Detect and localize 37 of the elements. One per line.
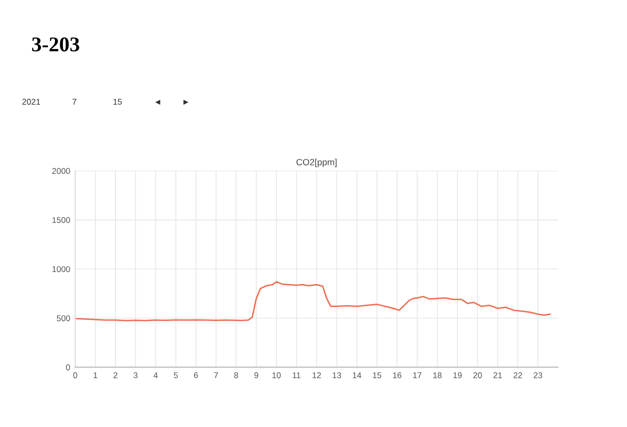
x-tick-label: 5 <box>174 372 178 378</box>
chart-subtitle: CO2[ppm] <box>296 158 337 168</box>
x-tick-label: 18 <box>433 372 442 378</box>
x-tick-label: 3 <box>134 372 138 378</box>
x-tick-label: 17 <box>413 372 422 378</box>
x-tick-label: 15 <box>372 372 382 378</box>
y-tick-label: 1500 <box>52 217 70 224</box>
text: 2021 <box>22 98 40 105</box>
y-tick-label: 500 <box>56 315 70 322</box>
x-tick-label: 23 <box>534 372 542 378</box>
x-tick-label: 13 <box>332 372 342 378</box>
x-tick-label: 14 <box>352 372 362 378</box>
x-tick-label: 6 <box>194 372 198 378</box>
text: 15 <box>113 98 122 105</box>
x-tick-label: 19 <box>453 372 462 378</box>
y-tick-label: 1000 <box>52 266 70 272</box>
x-tick-label: 22 <box>514 372 522 378</box>
text: ► <box>183 100 188 105</box>
x-tick-label: 1 <box>94 372 98 378</box>
x-tick-label: 12 <box>312 372 321 378</box>
x-tick-label: 2 <box>114 372 118 378</box>
x-tick-label: 8 <box>234 372 238 378</box>
x-tick-label: 9 <box>254 372 258 378</box>
text: 7 <box>72 98 76 105</box>
x-tick-label: 4 <box>154 372 158 378</box>
text: ◄ <box>155 100 160 105</box>
chart-title: 3-203 <box>32 37 80 52</box>
x-tick-label: 21 <box>493 372 502 378</box>
y-tick-label: 0 <box>66 364 70 370</box>
x-tick-label: 10 <box>272 372 281 378</box>
x-tick-label: 11 <box>292 372 300 378</box>
x-tick-label: 0 <box>73 372 78 378</box>
line-series <box>75 281 551 322</box>
x-tick-label: 20 <box>473 372 482 378</box>
x-tick-label: 7 <box>214 372 218 378</box>
x-tick-label: 16 <box>393 372 402 378</box>
y-tick-label: 2000 <box>52 168 70 174</box>
